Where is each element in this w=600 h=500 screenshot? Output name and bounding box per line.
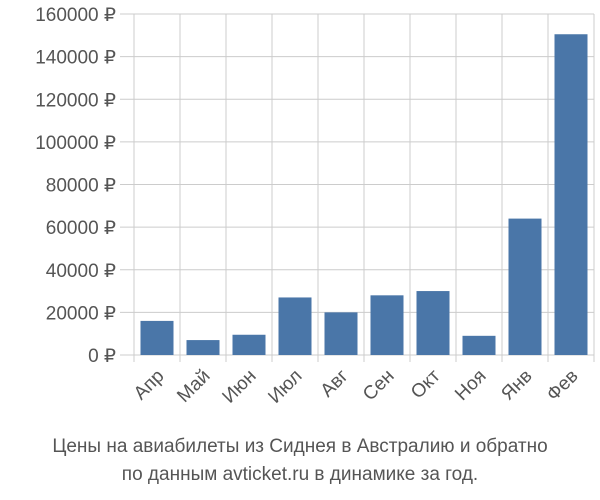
y-tick-label: 140000 ₽ (35, 48, 116, 69)
chart-caption-line-1: Цены на авиабилеты из Сиднея в Австралию… (52, 436, 548, 457)
bars (140, 34, 588, 355)
x-axis-ticks: Апр Май Июн Июл Авг Сен Окт Ноя Янв Фев (130, 365, 583, 407)
y-tick-label: 100000 ₽ (35, 133, 116, 154)
y-tick-label: 0 ₽ (88, 346, 116, 367)
grid-lines (120, 13, 595, 362)
x-tick-label: Фев (543, 366, 583, 406)
y-tick-label: 40000 ₽ (46, 261, 116, 282)
bar-7 (416, 291, 450, 355)
bar-9 (508, 218, 542, 355)
x-tick-label: Авг (317, 366, 353, 402)
bar-3 (232, 334, 266, 355)
y-tick-label: 80000 ₽ (46, 176, 116, 197)
bar-1 (140, 320, 174, 355)
y-tick-label: 20000 ₽ (46, 303, 116, 324)
y-tick-label: 60000 ₽ (46, 218, 116, 239)
x-tick-label: Апр (130, 366, 169, 405)
x-tick-label: Окт (407, 365, 445, 403)
y-axis-ticks: 0 ₽ 20000 ₽ 40000 ₽ 60000 ₽ 80000 ₽ 100000 ₽ 1… (35, 5, 116, 367)
chart-caption-line-2: по данным avticket.ru в динамике за год. (121, 464, 479, 485)
bar-8 (462, 335, 496, 355)
y-tick-label: 120000 ₽ (35, 90, 116, 111)
bar-4 (278, 297, 312, 355)
y-tick-label: 160000 ₽ (35, 5, 116, 26)
x-tick-label: Ноя (451, 366, 490, 405)
x-tick-label: Июн (219, 366, 261, 408)
bar-2 (186, 340, 220, 355)
bar-10 (554, 34, 588, 355)
x-tick-label: Июл (264, 366, 306, 408)
x-tick-label: Май (173, 366, 214, 407)
x-tick-label: Сен (359, 366, 398, 405)
bar-5 (324, 312, 358, 355)
bar-6 (370, 295, 404, 355)
x-tick-label: Янв (497, 366, 536, 405)
